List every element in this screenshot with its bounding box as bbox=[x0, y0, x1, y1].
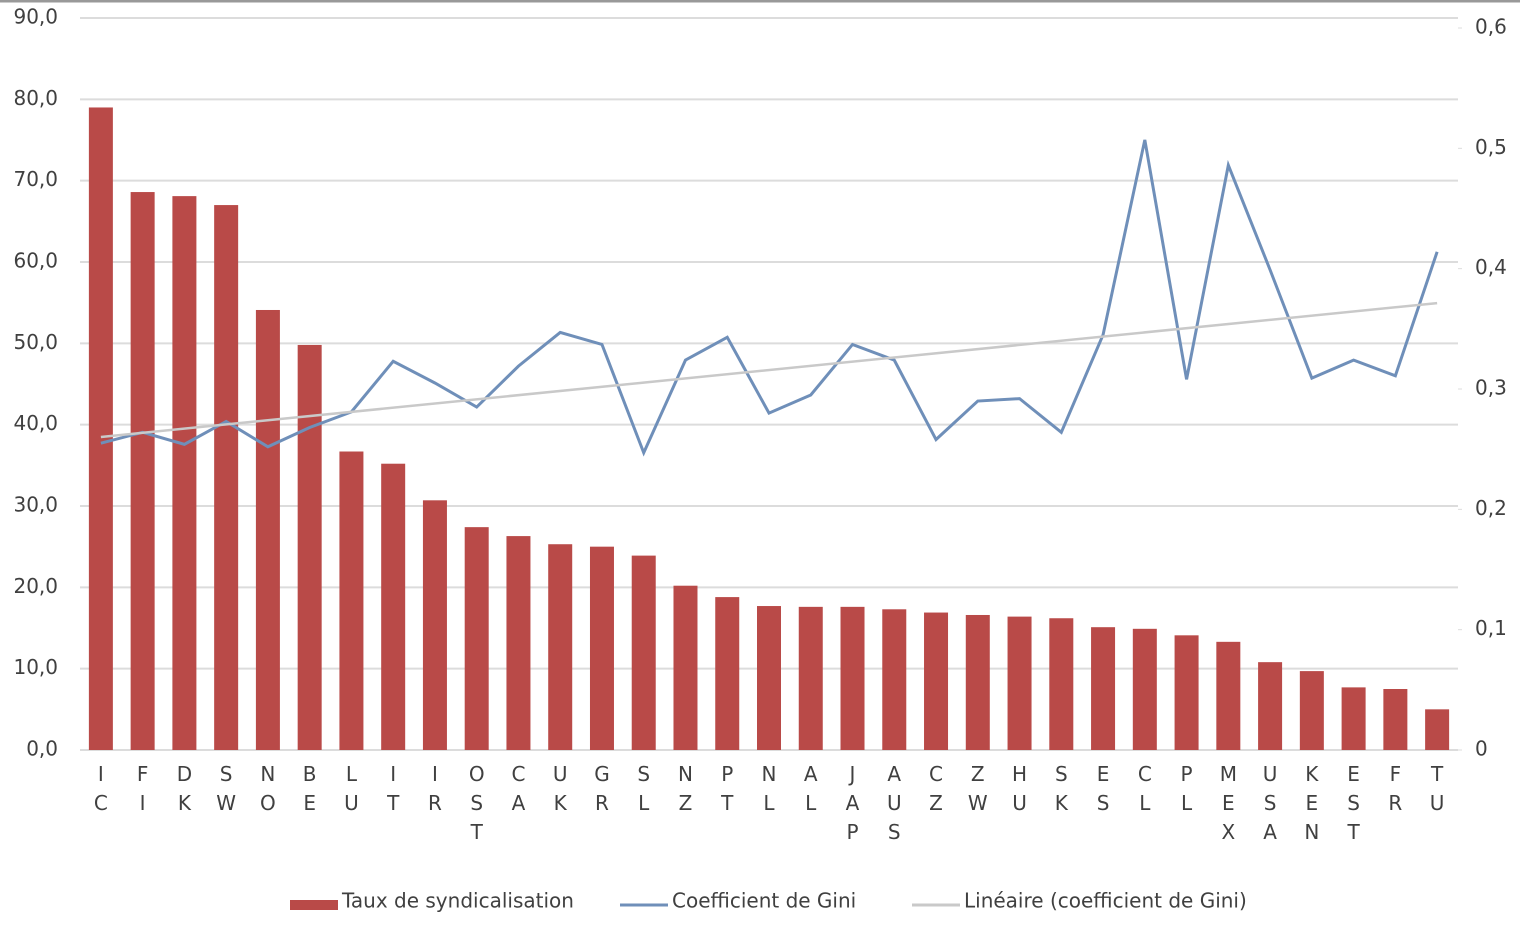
line bbox=[100, 139, 1439, 457]
legend-label: Coefficient de Gini bbox=[672, 889, 856, 913]
bar bbox=[548, 544, 573, 750]
y-tick-label: 20,0 bbox=[13, 574, 58, 598]
bar bbox=[255, 309, 280, 750]
legend-label: Linéaire (coefficient de Gini) bbox=[964, 889, 1247, 913]
bar bbox=[1132, 628, 1157, 750]
bar bbox=[1341, 687, 1366, 750]
y-tick-label: 30,0 bbox=[13, 493, 58, 517]
y2-tick-label: 0,3 bbox=[1475, 376, 1507, 400]
bar bbox=[1258, 662, 1283, 750]
y-tick-label: 70,0 bbox=[13, 167, 58, 191]
bar bbox=[506, 536, 531, 750]
bar bbox=[1174, 635, 1199, 750]
bar bbox=[840, 606, 865, 750]
bar bbox=[965, 614, 990, 750]
y-tick-label: 10,0 bbox=[13, 655, 58, 679]
trend-line bbox=[100, 301, 1438, 439]
bar bbox=[673, 585, 698, 750]
y2-tick-label: 0 bbox=[1475, 737, 1488, 761]
bar bbox=[339, 451, 364, 750]
bar bbox=[1425, 709, 1450, 750]
y-tick-label: 60,0 bbox=[13, 249, 58, 273]
legend-label: Taux de syndicalisation bbox=[341, 889, 574, 913]
bar bbox=[1216, 641, 1241, 750]
bar bbox=[798, 606, 823, 750]
bar bbox=[1299, 671, 1324, 750]
bar bbox=[172, 196, 197, 750]
y2-tick-label: 0,2 bbox=[1475, 496, 1507, 520]
y-tick-label: 80,0 bbox=[13, 86, 58, 110]
bar bbox=[1007, 616, 1032, 750]
bar bbox=[464, 527, 489, 750]
y-tick-label: 40,0 bbox=[13, 411, 58, 435]
bar bbox=[715, 597, 740, 750]
bar bbox=[422, 500, 447, 750]
bar bbox=[1091, 627, 1116, 750]
bar bbox=[214, 205, 239, 751]
bar bbox=[631, 555, 656, 750]
bar bbox=[1383, 689, 1408, 750]
bar bbox=[757, 606, 781, 750]
y2-tick-label: 0,5 bbox=[1475, 135, 1507, 159]
y-tick-label: 0,0 bbox=[26, 737, 58, 761]
bar bbox=[589, 546, 614, 750]
bar bbox=[924, 612, 949, 750]
bar bbox=[130, 192, 155, 750]
y2-tick-label: 0,6 bbox=[1475, 15, 1507, 39]
y-tick-label: 50,0 bbox=[13, 330, 58, 354]
y2-tick-label: 0,4 bbox=[1475, 255, 1507, 279]
y-tick-label: 90,0 bbox=[13, 5, 58, 29]
bar bbox=[381, 463, 406, 750]
bar bbox=[882, 609, 907, 750]
bar bbox=[297, 344, 322, 750]
bar bbox=[1049, 618, 1074, 750]
bar bbox=[88, 107, 113, 750]
y2-tick-label: 0,1 bbox=[1475, 616, 1507, 640]
